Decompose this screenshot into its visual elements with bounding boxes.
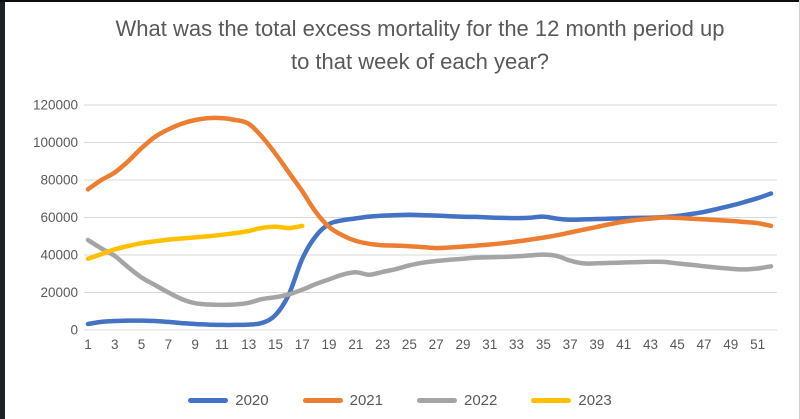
x-tick-label: 29 xyxy=(455,337,470,352)
legend-label: 2023 xyxy=(578,392,612,409)
x-tick-label: 47 xyxy=(697,337,712,352)
x-tick-label: 37 xyxy=(563,337,578,352)
legend-swatch-2022 xyxy=(417,398,457,403)
legend-item-2021: 2021 xyxy=(302,392,383,409)
legend-item-2023: 2023 xyxy=(531,392,612,409)
screen-edge-left xyxy=(0,0,5,419)
x-tick-label: 23 xyxy=(375,337,390,352)
x-tick-label: 21 xyxy=(348,337,363,352)
x-tick-label: 19 xyxy=(322,337,337,352)
series-line-2020 xyxy=(85,191,774,328)
x-tick-label: 51 xyxy=(750,337,765,352)
x-tick-label: 11 xyxy=(215,337,229,352)
x-tick-label: 7 xyxy=(165,337,173,352)
x-tick-label: 39 xyxy=(589,337,604,352)
x-tick-label: 1 xyxy=(84,337,92,352)
legend-item-2022: 2022 xyxy=(417,392,497,409)
x-tick-label: 31 xyxy=(482,337,497,352)
y-tick-label: 20000 xyxy=(40,285,78,300)
legend-label: 2022 xyxy=(464,392,498,409)
legend-item-2020: 2020 xyxy=(188,392,269,409)
x-tick-label: 43 xyxy=(643,337,658,352)
x-tick-label: 27 xyxy=(429,337,444,352)
x-tick-label: 33 xyxy=(509,337,524,352)
x-tick-label: 35 xyxy=(536,337,551,352)
legend-label: 2020 xyxy=(235,392,269,409)
legend-label: 2021 xyxy=(349,392,383,409)
x-tick-label: 5 xyxy=(138,337,146,352)
y-tick-label: 120000 xyxy=(33,98,78,113)
x-tick-label: 45 xyxy=(670,337,685,352)
x-tick-label: 41 xyxy=(616,337,631,352)
chart-title: What was the total excess mortality for … xyxy=(70,12,770,78)
x-tick-label: 3 xyxy=(111,337,119,352)
y-tick-label: 40000 xyxy=(40,248,78,263)
x-tick-label: 17 xyxy=(295,337,310,352)
y-tick-label: 100000 xyxy=(33,135,78,150)
screen-edge-top xyxy=(0,0,800,2)
series-line-2022 xyxy=(85,237,774,308)
series-line-2023 xyxy=(85,223,305,261)
legend-swatch-2020 xyxy=(188,398,229,403)
x-tick-label: 25 xyxy=(402,337,417,352)
legend-swatch-2023 xyxy=(531,398,572,403)
y-tick-label: 60000 xyxy=(40,210,78,225)
x-tick-label: 9 xyxy=(191,337,199,352)
chart-title-text: What was the total excess mortality for … xyxy=(115,16,725,74)
y-tick-label: 80000 xyxy=(40,173,78,188)
legend-swatch-2021 xyxy=(302,398,343,403)
y-tick-label: 0 xyxy=(70,323,78,338)
x-tick-label: 49 xyxy=(723,337,738,352)
chart-legend: 2020 2021 2022 2023 xyxy=(0,392,800,409)
x-tick-label: 15 xyxy=(268,337,283,352)
series-line-2021 xyxy=(85,115,774,251)
x-tick-label: 13 xyxy=(241,337,256,352)
